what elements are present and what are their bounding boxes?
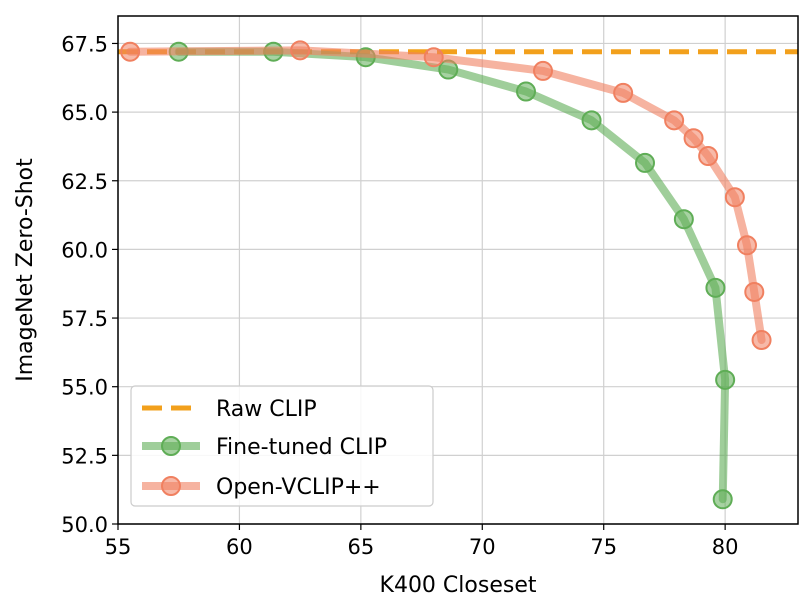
y-tick-label: 57.5	[61, 307, 108, 331]
legend-label-open-vclip: Open-VCLIP++	[216, 475, 381, 500]
data-point	[290, 40, 311, 61]
data-point	[712, 489, 733, 510]
y-tick-label: 55.0	[61, 376, 108, 400]
y-tick-label: 52.5	[61, 444, 108, 468]
data-point	[724, 187, 745, 208]
data-point	[581, 110, 602, 131]
y-tick-label: 60.0	[61, 238, 108, 262]
data-point	[533, 60, 553, 81]
data-point	[664, 110, 685, 131]
data-point	[715, 369, 736, 390]
data-point	[737, 235, 757, 256]
legend-marker-open-vclip	[161, 476, 181, 496]
data-point	[744, 281, 765, 302]
data-point	[673, 209, 694, 230]
x-tick-label: 60	[226, 535, 253, 559]
x-axis-label: K400 Closeset	[380, 573, 537, 598]
data-point	[635, 152, 655, 173]
y-tick-label: 50.0	[61, 513, 108, 537]
legend-box	[130, 385, 434, 507]
legend-marker-fine-tuned-clip	[161, 436, 181, 456]
data-point	[613, 82, 634, 103]
data-point	[683, 128, 704, 149]
y-tick-label: 67.5	[61, 32, 108, 56]
data-point	[120, 41, 141, 62]
series-2	[120, 40, 772, 351]
y-axis-label: ImageNet Zero-Shot	[13, 158, 38, 382]
data-point	[705, 277, 726, 298]
x-tick-label: 75	[590, 535, 617, 559]
data-point	[698, 146, 719, 167]
series-layer	[120, 40, 772, 510]
x-tick-label: 65	[347, 535, 374, 559]
y-ticks: 50.0 52.5 55.0 57.5 60.0 62.5 65.0 67.5	[61, 32, 118, 537]
x-tick-label: 55	[105, 535, 132, 559]
x-ticks: 55 60 65 70 75 80	[105, 524, 739, 559]
grid	[117, 16, 798, 525]
plot-frame	[117, 15, 799, 525]
data-point	[423, 47, 444, 68]
legend-label-fine-tuned-clip: Fine-tuned CLIP	[216, 435, 387, 460]
legend: Raw CLIP Fine-tuned CLIP Open-VCLIP++	[130, 385, 434, 507]
data-point	[751, 330, 772, 351]
y-tick-label: 62.5	[61, 170, 108, 194]
data-point	[516, 81, 536, 102]
y-tick-label: 65.0	[61, 101, 108, 125]
x-tick-label: 80	[712, 535, 739, 559]
legend-label-raw-clip: Raw CLIP	[216, 397, 317, 422]
x-tick-label: 70	[469, 535, 496, 559]
